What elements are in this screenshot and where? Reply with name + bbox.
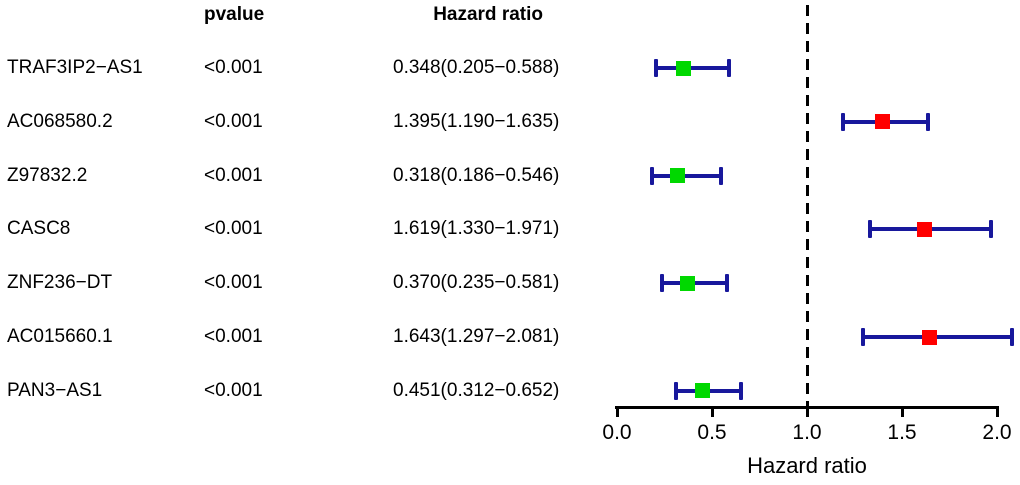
row-pvalue: <0.001 [204, 379, 263, 401]
row-hr-text: 0.348(0.205−0.588) [393, 57, 560, 78]
ci-cap-low [861, 328, 866, 346]
row-hr-text: 0.370(0.235−0.581) [393, 272, 560, 294]
ci-cap-low [841, 112, 846, 131]
row-label: PAN3−AS1 [7, 379, 103, 401]
row-pvalue: <0.001 [204, 164, 263, 186]
hr-point-marker [679, 275, 695, 291]
ci-cap-high [1010, 328, 1015, 346]
row-pvalue: <0.001 [204, 110, 263, 132]
ci-line [652, 173, 721, 178]
hr-point-marker [695, 383, 711, 399]
ci-cap-low [650, 166, 655, 185]
row-hr-text: 1.643(1.297−2.081) [393, 326, 560, 347]
hr-point-marker [874, 114, 890, 130]
ci-cap-high [725, 274, 730, 293]
row-label: AC015660.1 [7, 326, 113, 347]
x-axis-tick [710, 407, 714, 417]
x-axis-tick [805, 407, 809, 417]
x-axis-title: Hazard ratio [747, 453, 867, 478]
row-hr-text: 1.619(1.330−1.971) [393, 218, 560, 240]
row-hr-text: 0.318(0.186−0.546) [393, 164, 560, 186]
x-axis-tick-label: 1.0 [792, 421, 822, 444]
row-label: ZNF236−DT [7, 272, 113, 294]
pvalue-column-header: pvalue [204, 4, 265, 25]
row-pvalue: <0.001 [204, 326, 263, 347]
ci-cap-low [653, 59, 658, 77]
x-axis-tick-label: 0.0 [602, 421, 632, 444]
x-axis-tick-label: 0.5 [697, 421, 727, 444]
ci-cap-low [674, 381, 679, 400]
row-label: CASC8 [7, 218, 71, 240]
ci-line [863, 335, 1013, 339]
x-axis-tick [615, 407, 619, 417]
x-axis-tick [995, 407, 999, 417]
hr-point-marker [917, 221, 933, 237]
x-axis-tick-label: 2.0 [982, 421, 1012, 444]
row-pvalue: <0.001 [204, 272, 263, 294]
row-hr-text: 1.395(1.190−1.635) [393, 110, 560, 132]
hr-point-marker [669, 168, 685, 184]
hazard-ratio-column-header: Hazard ratio [433, 4, 543, 25]
ci-cap-high [989, 220, 994, 239]
row-label: Z97832.2 [7, 164, 88, 186]
row-pvalue: <0.001 [204, 218, 263, 240]
ci-cap-high [726, 59, 731, 77]
row-pvalue: <0.001 [204, 57, 263, 78]
row-hr-text: 0.451(0.312−0.652) [393, 379, 560, 401]
ci-cap-high [718, 166, 723, 185]
ci-cap-low [867, 220, 872, 239]
ci-cap-low [659, 274, 664, 293]
x-axis-tick-label: 1.5 [887, 421, 917, 444]
reference-line-hr1 [805, 5, 809, 407]
ci-line [655, 66, 729, 70]
row-label: TRAF3IP2−AS1 [7, 57, 143, 78]
x-axis-tick [900, 407, 904, 417]
hr-point-marker [675, 60, 691, 76]
row-label: AC068580.2 [7, 110, 113, 132]
ci-cap-high [738, 381, 743, 400]
hr-point-marker [921, 329, 937, 345]
ci-cap-high [925, 112, 930, 131]
